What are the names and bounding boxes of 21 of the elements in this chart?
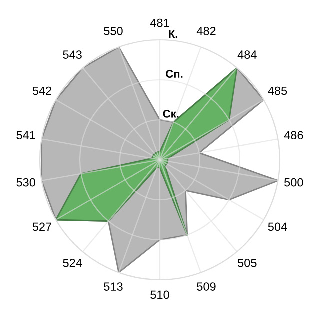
spoke-label: 530 — [16, 178, 36, 187]
spoke-label: 484 — [238, 50, 257, 60]
y-tick-label: Сп. — [166, 70, 183, 78]
spoke-label: 510 — [150, 290, 170, 300]
spoke-label: 500 — [284, 178, 304, 187]
spoke-label: 542 — [32, 86, 52, 96]
spoke-label: 504 — [268, 222, 288, 232]
spoke-label: 482 — [196, 27, 216, 36]
spoke-label: 481 — [150, 18, 170, 28]
spoke-label: 550 — [104, 27, 123, 36]
y-tick-label: К. — [169, 30, 178, 38]
spoke-label: 485 — [268, 86, 288, 96]
spoke-label: 486 — [284, 131, 304, 140]
spoke-label: 543 — [63, 50, 82, 60]
spoke-label: 513 — [104, 282, 123, 291]
spoke-label: 505 — [238, 258, 257, 268]
spoke-label: 541 — [16, 131, 36, 140]
spoke-label: 509 — [197, 282, 216, 291]
spoke-label: 527 — [32, 222, 52, 232]
y-tick-label: Ск. — [163, 110, 179, 118]
spoke-label: 524 — [63, 258, 82, 268]
